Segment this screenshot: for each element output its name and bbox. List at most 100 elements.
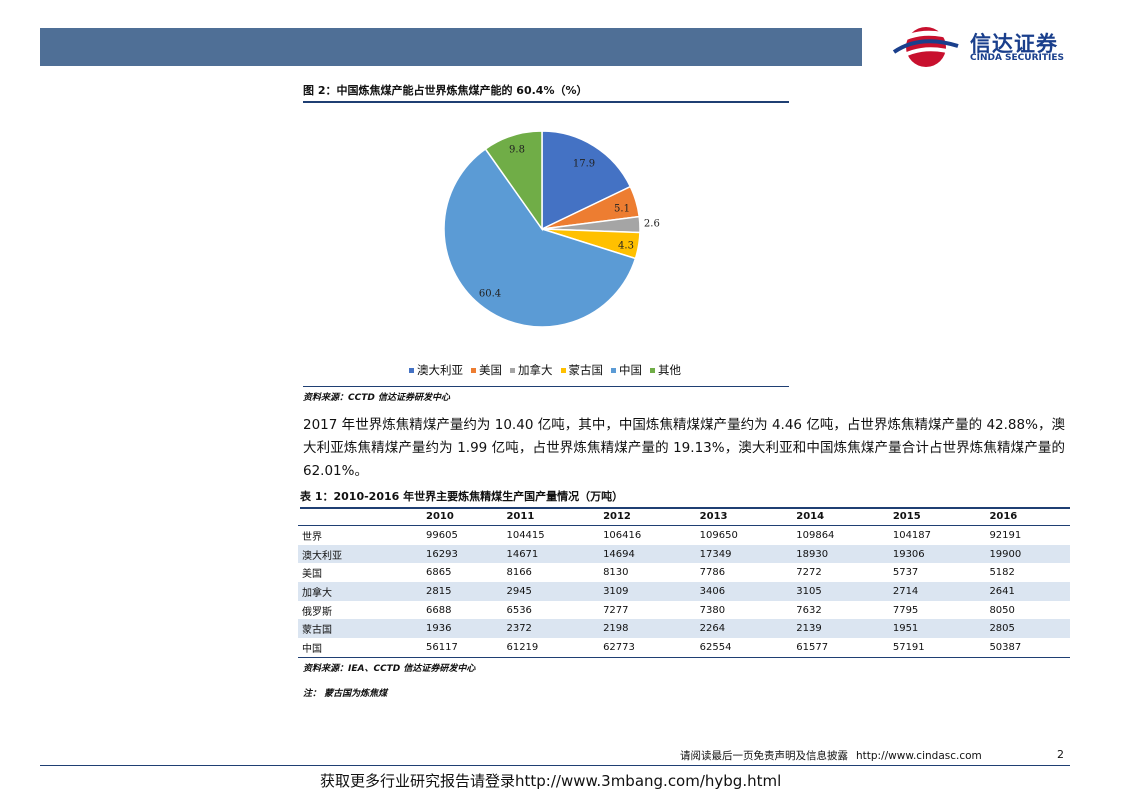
- legend-swatch: [560, 368, 566, 373]
- table-cell: 8166: [506, 567, 532, 579]
- table-cell: 2945: [506, 582, 604, 601]
- legend-item: 其他: [650, 362, 681, 378]
- promo-link-text[interactable]: 获取更多行业研究报告请登录http://www.3mbang.com/hybg.…: [320, 772, 782, 790]
- table-cell: 6865: [426, 567, 452, 579]
- table-cell: 8130: [603, 567, 629, 579]
- table-cell: 92191: [989, 529, 1022, 541]
- table-cell: 16293: [426, 544, 507, 564]
- table-row: 中国 56117 61219 62773 62554 61577 57191 50387: [298, 638, 1070, 658]
- pie-value-label: 5.1: [614, 204, 630, 215]
- footer-url-link[interactable]: http://www.cindasc.com: [856, 750, 982, 762]
- table-cell: 106416: [603, 529, 642, 541]
- page-number: 2: [1057, 748, 1064, 761]
- table-cell: 2198: [603, 619, 700, 639]
- table-title: 表 1：2010-2016 年世界主要炼焦精煤生产国产量情况（万吨）: [300, 488, 1070, 509]
- table-cell: 2805: [989, 619, 1070, 639]
- cinda-logo-icon: [892, 27, 959, 67]
- table-source: 资料来源：IEA、CCTD 信达证券研发中心: [303, 664, 476, 674]
- legend-label: 加拿大: [518, 363, 553, 377]
- table-cell: 7272: [796, 567, 822, 579]
- table-row-label: 世界: [302, 531, 322, 543]
- footer-disclaimer-line: 请阅读最后一页免责声明及信息披露 http://www.cindasc.com: [680, 748, 982, 763]
- table-cell: 1951: [892, 619, 990, 639]
- table-cell: 18930: [796, 544, 893, 564]
- pie-slice-澳大利亚: [541, 130, 632, 231]
- table-header-cell: 2012: [603, 507, 700, 526]
- pie-value-label: 60.4: [479, 289, 501, 300]
- logo-name-cn: 信达证券: [970, 32, 1058, 56]
- legend-item: 澳大利亚: [409, 362, 463, 378]
- table-cell: 3109: [603, 582, 700, 601]
- table-cell: 19306: [892, 544, 990, 564]
- table-header-cell: [298, 507, 426, 526]
- table-cell: 1936: [426, 619, 507, 639]
- legend-label: 美国: [479, 363, 502, 377]
- legend-swatch: [510, 368, 515, 373]
- table-cell: 17349: [699, 544, 797, 564]
- table-row: 美国 6865 8166 8130 7786 7272 5737 5182: [298, 563, 1070, 582]
- table-cell: 7632: [796, 604, 822, 616]
- legend-swatch: [409, 368, 414, 373]
- table-cell: 61219: [506, 638, 604, 658]
- legend-label: 中国: [619, 363, 642, 377]
- pie-value-label: 2.6: [644, 218, 660, 229]
- table-cell: 7277: [603, 604, 629, 616]
- legend-swatch: [471, 368, 476, 373]
- table-row: 世界 99605 104415 106416 109650 109864 104187 921…: [298, 526, 1070, 545]
- table-header-cell: 2016: [989, 507, 1070, 526]
- table-row: 蒙古国 1936 2372 2198 2264 2139 1951 2805: [298, 619, 1070, 639]
- legend-label: 其他: [658, 363, 681, 377]
- table-header-cell: 2010: [426, 507, 507, 526]
- company-logo: 信达证券 CINDA SECURITIES: [890, 24, 1090, 70]
- table-cell: 61577: [796, 638, 893, 658]
- table-cell: 5737: [892, 567, 919, 579]
- pie-chart: 17.9 5.1 2.6 4.3 60.4 9.8: [443, 130, 660, 328]
- footer-disclaimer: 请阅读最后一页免责声明及信息披露: [680, 750, 848, 762]
- legend-label: 蒙古国: [568, 363, 604, 377]
- legend-item: 加拿大: [510, 362, 553, 378]
- table-cell: 14671: [506, 544, 604, 564]
- table-cell: 8050: [989, 604, 1015, 616]
- table-cell: 62554: [699, 638, 797, 658]
- table-row-label: 中国: [298, 638, 426, 658]
- table-row-label: 澳大利亚: [298, 544, 426, 564]
- pie-slice-中国: [443, 147, 637, 328]
- table-cell: 2264: [699, 619, 797, 639]
- pie-value-label: 9.8: [509, 145, 525, 156]
- table-cell: 2815: [426, 582, 507, 601]
- table-cell: 104415: [506, 529, 545, 541]
- pie-value-label: 17.9: [573, 159, 595, 170]
- table-cell: 19900: [989, 544, 1070, 564]
- figure-title: 图 2：中国炼焦煤产能占世界炼焦煤产能的 60.4%（%）: [303, 82, 789, 103]
- legend-item: 蒙古国: [560, 362, 604, 378]
- production-table: 2010 2011 2012 2013 2014 2015 2016 世界 99605 1044…: [298, 507, 1070, 658]
- table-cell: 7795: [892, 604, 919, 616]
- table-cell: 7380: [699, 604, 726, 616]
- table-cell: 56117: [426, 638, 507, 658]
- table-cell: 2372: [506, 619, 604, 639]
- legend-swatch: [611, 368, 616, 373]
- table-cell: 57191: [892, 638, 990, 658]
- table-header-cell: 2015: [892, 507, 990, 526]
- table-row-label: 美国: [302, 569, 322, 581]
- table-row-label: 蒙古国: [298, 619, 426, 639]
- body-paragraph: 2017 年世界炼焦精煤产量约为 10.40 亿吨，其中，中国炼焦精煤煤产量约为…: [303, 417, 1065, 479]
- table-cell: 14694: [603, 544, 700, 564]
- table-cell: 99605: [426, 529, 458, 541]
- pie-value-label: 4.3: [618, 241, 634, 252]
- logo-name-en: CINDA SECURITIES: [970, 53, 1064, 63]
- table-cell: 3105: [796, 582, 893, 601]
- table-cell: 109864: [796, 529, 835, 541]
- table-cell: 109650: [699, 529, 738, 541]
- table-cell: 50387: [989, 638, 1070, 658]
- table-cell: 2641: [989, 582, 1070, 601]
- table-row: 俄罗斯 6688 6536 7277 7380 7632 7795 8050: [298, 601, 1070, 620]
- table-cell: 2714: [892, 582, 990, 601]
- table-row-label: 加拿大: [298, 582, 426, 601]
- table-row: 澳大利亚 16293 14671 14694 17349 18930 19306 19900: [298, 544, 1070, 564]
- table-cell: 6688: [426, 604, 452, 616]
- header-bar: [40, 28, 862, 66]
- table-note: 注： 蒙古国为炼焦煤: [303, 689, 388, 699]
- table-cell: 3406: [699, 582, 797, 601]
- footer-divider: [40, 765, 1070, 766]
